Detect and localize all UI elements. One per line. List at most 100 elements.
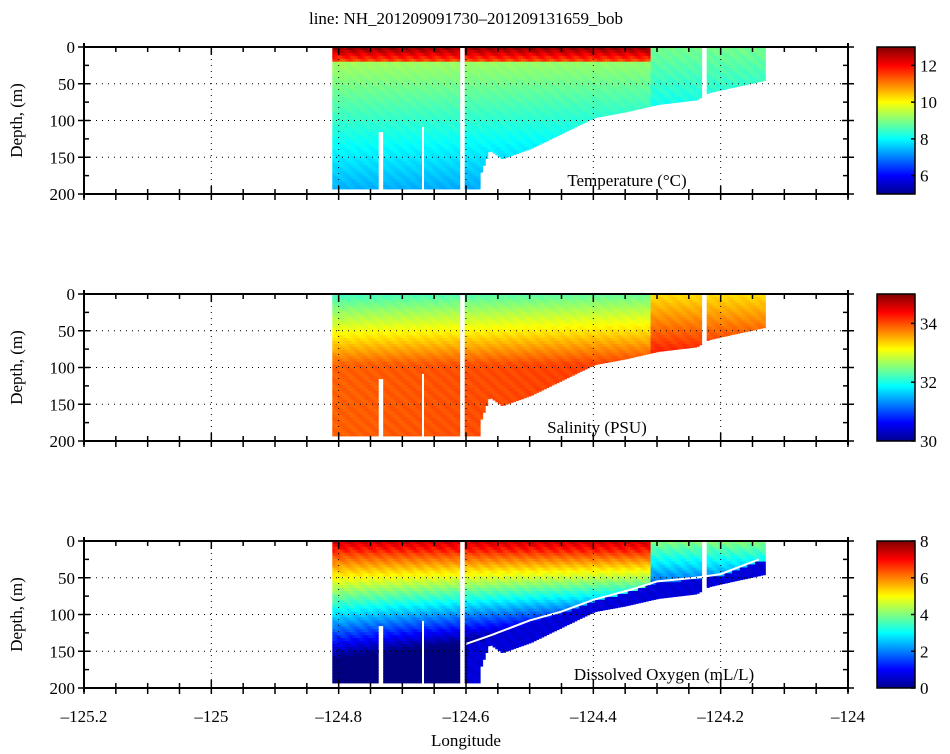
data-cell bbox=[439, 117, 443, 122]
data-cell bbox=[383, 144, 387, 148]
data-cell bbox=[355, 47, 359, 51]
data-cell bbox=[352, 67, 356, 72]
data-cell bbox=[441, 149, 445, 154]
data-cell bbox=[383, 188, 387, 190]
data-cell bbox=[446, 120, 450, 124]
data-cell bbox=[339, 67, 343, 72]
data-cell bbox=[396, 79, 400, 83]
data-cell bbox=[439, 61, 443, 66]
data-cell bbox=[431, 73, 435, 77]
data-cell bbox=[362, 167, 366, 171]
data-cell bbox=[334, 126, 338, 130]
data-cell bbox=[431, 70, 435, 74]
data-cell bbox=[446, 85, 450, 89]
data-cell bbox=[403, 144, 407, 148]
data-cell bbox=[362, 158, 366, 163]
data-cell bbox=[339, 105, 343, 110]
data-cell bbox=[416, 135, 420, 139]
data-cell bbox=[355, 135, 359, 139]
data-cell bbox=[385, 114, 389, 119]
data-cell bbox=[449, 170, 453, 174]
data-cell bbox=[406, 102, 410, 107]
data-cell bbox=[441, 155, 445, 160]
data-cell bbox=[396, 120, 400, 124]
data-cell bbox=[401, 117, 405, 122]
data-cell bbox=[385, 49, 389, 54]
data-cell bbox=[457, 70, 461, 74]
data-cell bbox=[352, 182, 356, 186]
data-cell bbox=[426, 61, 430, 66]
data-cell bbox=[452, 108, 456, 113]
data-cell bbox=[396, 94, 400, 98]
data-cell bbox=[350, 99, 354, 104]
data-cell bbox=[339, 132, 343, 136]
data-cell bbox=[378, 76, 382, 80]
data-cell bbox=[339, 88, 343, 92]
data-cell bbox=[334, 138, 338, 142]
data-cell bbox=[434, 102, 438, 107]
data-cell bbox=[375, 147, 379, 151]
data-cell bbox=[355, 179, 359, 183]
data-cell bbox=[464, 176, 468, 180]
data-cell bbox=[454, 73, 458, 77]
data-cell bbox=[347, 185, 351, 189]
data-cell bbox=[380, 49, 384, 54]
data-cell bbox=[380, 105, 384, 110]
data-cell bbox=[457, 120, 461, 124]
data-cell bbox=[337, 132, 341, 136]
data-cell bbox=[375, 70, 379, 74]
data-cell bbox=[355, 70, 359, 74]
data-cell bbox=[467, 76, 471, 80]
data-cell bbox=[375, 85, 379, 89]
data-cell bbox=[467, 108, 471, 113]
data-cell bbox=[441, 144, 445, 148]
data-cell bbox=[360, 79, 364, 83]
data-cell bbox=[347, 158, 351, 163]
data-cell bbox=[352, 120, 356, 124]
data-cell bbox=[383, 76, 387, 80]
data-cell bbox=[396, 85, 400, 89]
data-cell bbox=[352, 49, 356, 54]
data-cell bbox=[355, 144, 359, 148]
data-cell bbox=[334, 158, 338, 163]
data-cell bbox=[398, 97, 402, 101]
data-cell bbox=[452, 126, 456, 130]
data-cell bbox=[439, 64, 443, 69]
data-cell bbox=[396, 185, 400, 189]
data-cell bbox=[434, 167, 438, 171]
data-cell bbox=[444, 144, 448, 148]
data-cell bbox=[360, 129, 364, 133]
data-cell bbox=[390, 91, 394, 95]
data-cell bbox=[362, 176, 366, 180]
data-cell bbox=[449, 108, 453, 113]
data-cell bbox=[444, 114, 448, 119]
data-cell bbox=[345, 67, 349, 72]
data-cell bbox=[431, 141, 435, 145]
data-cell bbox=[411, 126, 415, 130]
data-cell bbox=[355, 99, 359, 104]
data-cell bbox=[398, 108, 402, 113]
data-cell bbox=[390, 82, 394, 86]
data-cell bbox=[357, 149, 361, 154]
data-cell bbox=[393, 170, 397, 174]
data-cell bbox=[383, 61, 387, 66]
data-cell bbox=[368, 105, 372, 110]
data-cell bbox=[449, 149, 453, 154]
data-cell bbox=[339, 117, 343, 122]
data-cell bbox=[396, 70, 400, 74]
data-cell bbox=[368, 123, 372, 127]
data-cell bbox=[362, 105, 366, 110]
data-cell bbox=[368, 144, 372, 148]
data-cell bbox=[365, 141, 369, 145]
data-cell bbox=[380, 82, 384, 86]
data-cell bbox=[454, 141, 458, 145]
data-cell bbox=[352, 52, 356, 57]
data-cell bbox=[398, 70, 402, 74]
data-cell bbox=[362, 182, 366, 186]
data-cell bbox=[383, 91, 387, 95]
data-cell bbox=[360, 88, 364, 92]
data-cell bbox=[355, 105, 359, 110]
data-cell bbox=[434, 135, 438, 139]
data-cell bbox=[357, 99, 361, 104]
data-cell bbox=[375, 158, 379, 163]
